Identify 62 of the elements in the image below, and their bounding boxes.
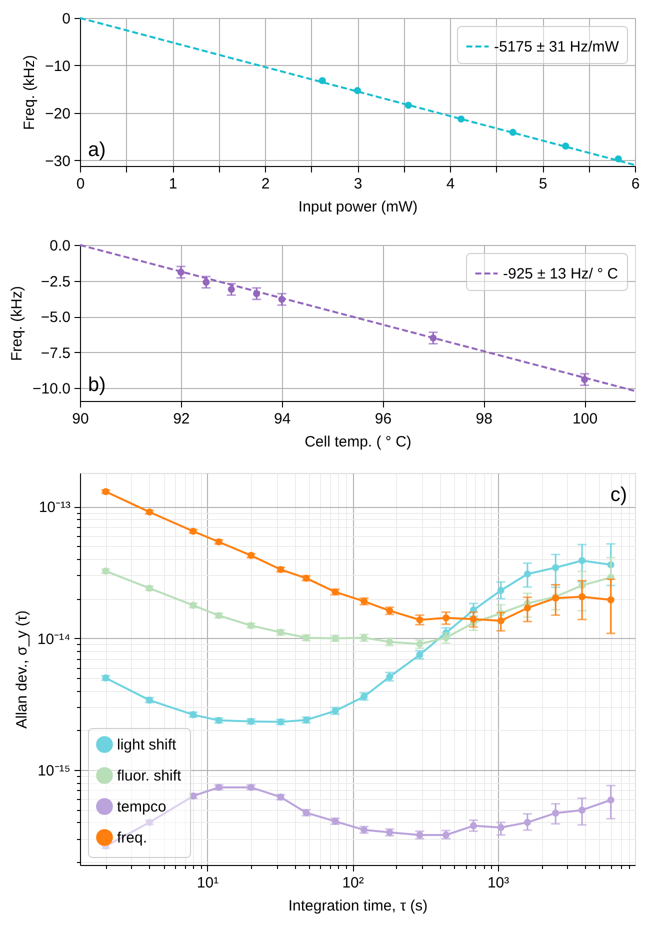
x-tick-label: 94 — [274, 410, 291, 428]
y-tick-label: −10.0 — [32, 380, 70, 398]
y-axis-title: Allan dev., σ_y (τ) — [13, 610, 30, 729]
y-tick-label: 10⁻¹³ — [38, 499, 70, 516]
x-tick-label: 92 — [173, 410, 190, 428]
y-axis-title: Freq. (kHz) — [8, 286, 26, 361]
annotation: b) — [88, 374, 106, 396]
point — [228, 286, 235, 293]
legend-label: -925 ± 13 Hz/ ° C — [503, 266, 618, 282]
point — [497, 617, 504, 624]
x-axis-title: Integration time, τ (s) — [288, 898, 428, 914]
x-tick-label: 100 — [572, 410, 598, 428]
y-tick-label: −10 — [45, 58, 70, 75]
legend-label: -5175 ± 31 Hz/mW — [494, 38, 620, 56]
y-tick-label: 0.0 — [50, 238, 70, 254]
x-tick-label: 10³ — [487, 874, 510, 892]
x-tick-label: 96 — [374, 410, 392, 428]
x-tick-label: 98 — [476, 410, 492, 428]
y-tick-label: −2.5 — [40, 273, 70, 290]
point — [552, 810, 560, 817]
y-tick-label: 0 — [62, 10, 70, 28]
legend-label: freq. — [117, 830, 148, 846]
x-tick-label: 90 — [72, 410, 89, 428]
point — [578, 593, 586, 600]
point — [202, 278, 210, 286]
y-tick-label: 10⁻¹⁵ — [38, 762, 70, 780]
x-tick-label: 6 — [631, 176, 640, 192]
point — [607, 596, 614, 604]
annotation: c) — [610, 484, 627, 506]
legend-label: tempco — [117, 798, 166, 816]
x-tick-label: 10¹ — [196, 874, 219, 892]
point — [497, 586, 504, 594]
y-tick-label: −20 — [45, 105, 70, 122]
x-axis-title: Cell temp. ( ° C) — [304, 434, 412, 450]
y-tick-label: −7.5 — [40, 344, 70, 362]
point — [578, 557, 586, 564]
y-axis-title: Freq. (kHz) — [21, 54, 38, 130]
point — [470, 616, 478, 623]
x-tick-label: 4 — [446, 176, 455, 192]
point — [578, 806, 586, 814]
y-tick-label: −30 — [45, 152, 70, 170]
point — [442, 614, 450, 622]
point — [497, 824, 504, 832]
x-tick-label: 0 — [76, 176, 85, 192]
legend-label: light shift — [117, 736, 178, 754]
point — [552, 564, 560, 572]
x-tick-label: 5 — [538, 176, 548, 192]
legend-label: fluor. shift — [117, 768, 182, 784]
x-tick-label: 3 — [354, 176, 362, 192]
x-tick-label: 2 — [261, 176, 270, 192]
y-tick-label: 10⁻¹⁴ — [37, 630, 70, 648]
annotation: a) — [88, 139, 106, 161]
point — [524, 818, 531, 826]
y-tick-label: −5.0 — [40, 309, 70, 326]
point — [524, 570, 531, 578]
point — [470, 822, 478, 830]
point — [524, 604, 531, 612]
x-axis-title: Input power (mW) — [298, 198, 418, 216]
x-tick-label: 1 — [168, 176, 178, 192]
point — [607, 796, 614, 804]
point — [442, 634, 450, 642]
x-tick-label: 10² — [342, 874, 364, 892]
